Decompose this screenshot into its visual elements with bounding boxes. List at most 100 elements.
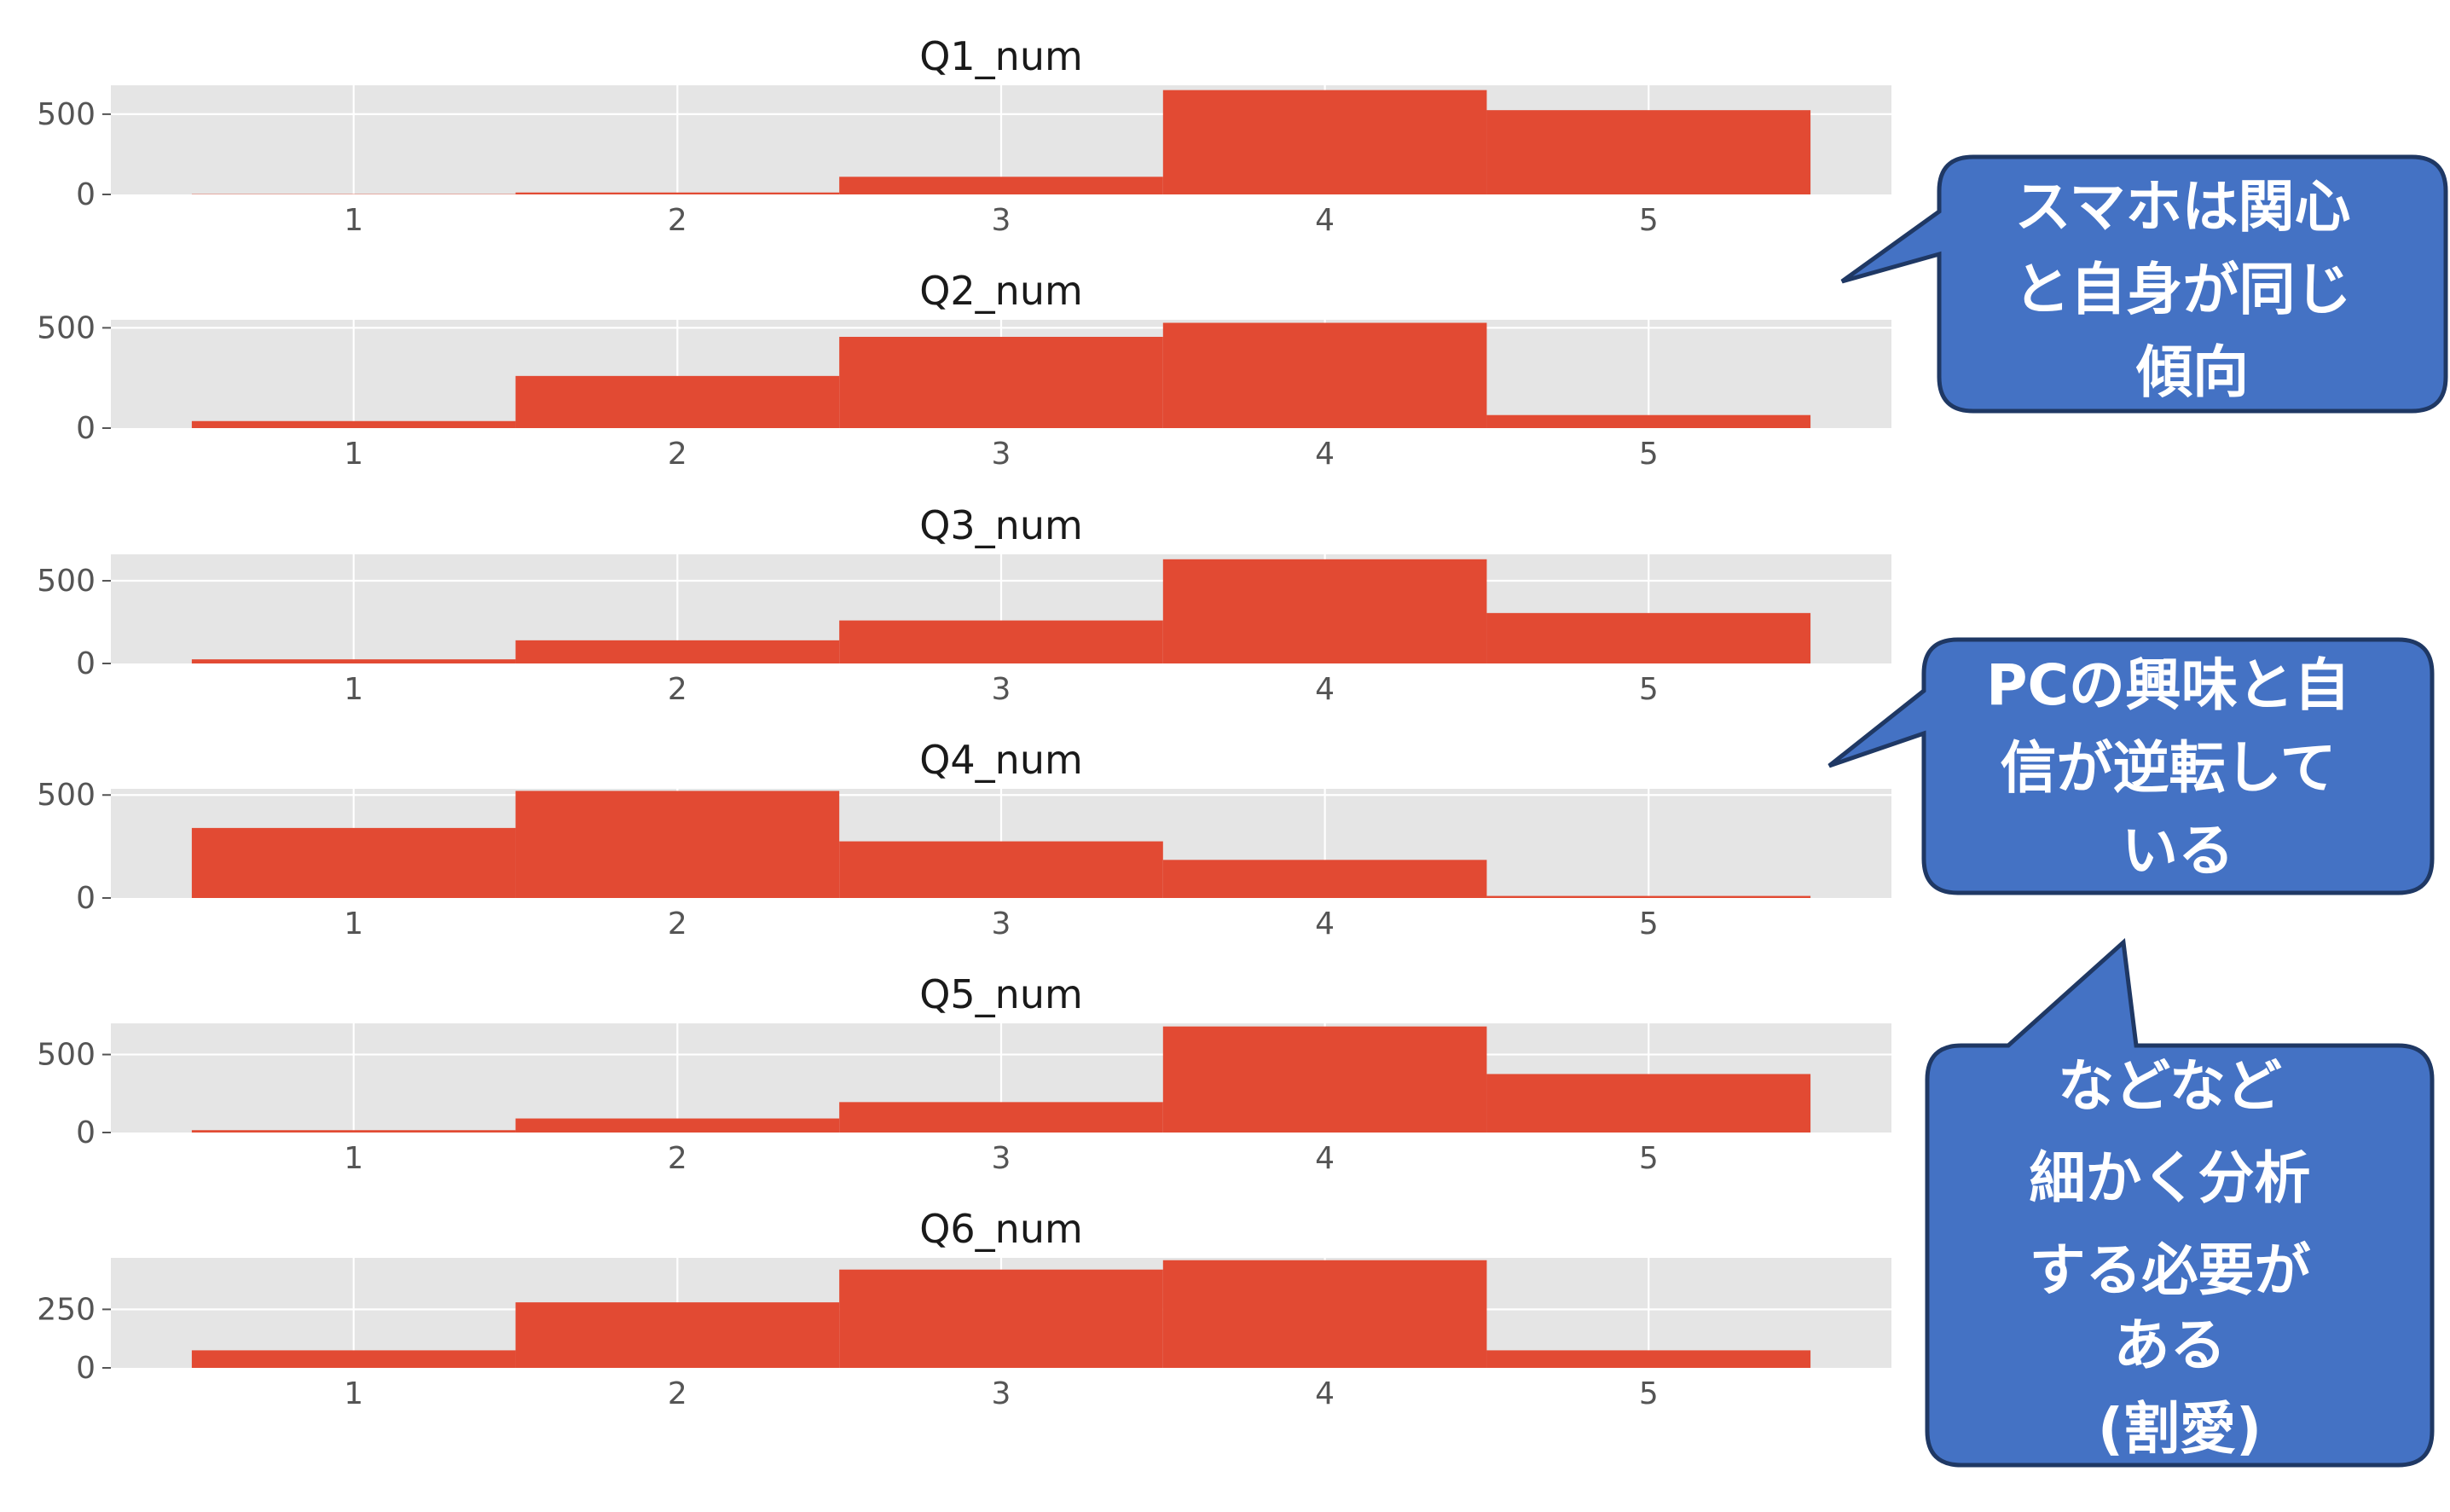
x-tick-label: 3	[992, 1141, 1011, 1176]
subplot-title: Q5_num	[919, 971, 1083, 1017]
bar-5	[1486, 895, 1811, 898]
bar-3	[839, 336, 1163, 428]
callout-smartphone-bubble	[1840, 154, 2448, 414]
subplot-Q4_num: 1 2 3 4 5 0 500 Q4_num	[37, 737, 1891, 941]
subplot-title: Q4_num	[919, 737, 1083, 783]
x-tick-label: 2	[668, 1141, 687, 1176]
bar-4	[1162, 1026, 1487, 1133]
subplot-Q5_num: 1 2 3 4 5 0 500 Q5_num	[37, 971, 1891, 1176]
bar-2	[515, 1118, 840, 1133]
x-tick-label: 5	[1639, 907, 1659, 941]
y-tick-label: 250	[37, 1292, 96, 1327]
x-tick-label: 3	[992, 1376, 1011, 1411]
y-tick-label: 500	[37, 97, 96, 132]
bar-5	[1486, 414, 1811, 428]
bar-5	[1486, 1074, 1811, 1133]
subplot-Q3_num: 1 2 3 4 5 0 500 Q3_num	[37, 502, 1891, 707]
subplot-title: Q6_num	[919, 1206, 1083, 1252]
callout-pc-line: 信が逆転して	[2000, 735, 2336, 801]
y-tick-label: 500	[37, 564, 96, 599]
x-tick-label: 3	[992, 437, 1011, 472]
bar-4	[1162, 90, 1487, 194]
subplot-Q6_num: 1 2 3 4 5 0 250 Q6_num	[37, 1206, 1891, 1411]
callout-smartphone: スマホは関心 と自身が同じ 傾向	[1840, 154, 2448, 414]
x-tick-label: 5	[1639, 437, 1659, 472]
y-tick-label: 0	[76, 411, 96, 446]
callout-more-analysis-text: などなど 細かく分析 する必要が ある (割愛)	[2030, 1053, 2331, 1462]
subplot-Q1_num: 1 2 3 4 5 0 500 Q1_num	[37, 33, 1891, 238]
x-tick-label: 4	[1315, 437, 1335, 472]
bar-2	[515, 375, 840, 428]
callout-more-analysis-bubble	[1925, 937, 2435, 1468]
callout-pc-line: いる	[2122, 818, 2234, 883]
y-tick-label: 500	[37, 1038, 96, 1073]
bar-1	[191, 1130, 516, 1133]
x-tick-label: 4	[1315, 907, 1335, 941]
bar-2	[515, 192, 840, 194]
y-tick-label: 500	[37, 310, 96, 345]
subplot-Q2_num: 1 2 3 4 5 0 500 Q2_num	[37, 268, 1891, 472]
x-tick-label: 3	[992, 907, 1011, 941]
callout-more-analysis-line: 細かく分析	[2030, 1145, 2311, 1211]
callout-smartphone-line: 傾向	[2135, 339, 2249, 405]
subplot-title: Q2_num	[919, 268, 1083, 314]
callout-smartphone-text: スマホは関心 と自身が同じ 傾向	[2014, 174, 2372, 405]
x-tick-label: 5	[1639, 1376, 1659, 1411]
bar-5	[1486, 612, 1811, 663]
bar-4	[1162, 1260, 1487, 1368]
bar-1	[191, 827, 516, 898]
callout-pc-text: PCの興味と自 信が逆転して いる	[1986, 652, 2370, 883]
x-tick-label: 1	[344, 203, 363, 238]
y-tick-label: 0	[76, 1115, 96, 1150]
callout-smartphone-line: スマホは関心	[2014, 174, 2350, 240]
bar-3	[839, 841, 1163, 898]
x-tick-label: 5	[1639, 672, 1659, 707]
x-tick-label: 1	[344, 437, 363, 472]
callout-more-analysis-line: する必要が	[2030, 1237, 2311, 1303]
bar-1	[191, 1350, 516, 1368]
y-tick-label: 0	[76, 881, 96, 916]
bar-1	[191, 420, 516, 428]
x-tick-label: 4	[1315, 672, 1335, 707]
y-tick-label: 0	[76, 646, 96, 681]
x-tick-label: 4	[1315, 1141, 1335, 1176]
x-tick-label: 2	[668, 672, 687, 707]
x-tick-label: 2	[668, 437, 687, 472]
x-tick-label: 5	[1639, 1141, 1659, 1176]
callout-more-analysis-line: などなど	[2058, 1053, 2282, 1119]
y-tick-label: 500	[37, 778, 96, 813]
x-tick-label: 4	[1315, 1376, 1335, 1411]
callout-more-analysis: などなど 細かく分析 する必要が ある (割愛)	[1925, 937, 2435, 1468]
y-tick-label: 0	[76, 177, 96, 212]
subplot-title: Q3_num	[919, 502, 1083, 548]
x-tick-label: 3	[992, 672, 1011, 707]
x-tick-label: 5	[1639, 203, 1659, 238]
x-tick-label: 1	[344, 907, 363, 941]
bar-4	[1162, 559, 1487, 663]
callout-pc-line: PCの興味と自	[1986, 652, 2350, 718]
x-tick-label: 4	[1315, 203, 1335, 238]
bar-3	[839, 177, 1163, 194]
bar-4	[1162, 860, 1487, 898]
bar-1	[191, 659, 516, 663]
x-tick-label: 1	[344, 672, 363, 707]
callout-more-analysis-line: (割愛)	[2098, 1396, 2262, 1462]
bar-2	[515, 640, 840, 663]
callout-more-analysis-line: ある	[2114, 1312, 2227, 1378]
callout-pc-bubble	[1827, 637, 2435, 895]
callout-smartphone-line: と自身が同じ	[2014, 257, 2352, 322]
y-tick-label: 0	[76, 1351, 96, 1386]
bar-5	[1486, 110, 1811, 194]
x-tick-label: 2	[668, 1376, 687, 1411]
bar-2	[515, 791, 840, 898]
x-tick-label: 1	[344, 1141, 363, 1176]
x-tick-label: 1	[344, 1376, 363, 1411]
bar-4	[1162, 322, 1487, 428]
bar-3	[839, 620, 1163, 663]
x-tick-label: 2	[668, 907, 687, 941]
callout-pc: PCの興味と自 信が逆転して いる	[1827, 637, 2435, 895]
bar-5	[1486, 1350, 1811, 1368]
x-tick-label: 2	[668, 203, 687, 238]
